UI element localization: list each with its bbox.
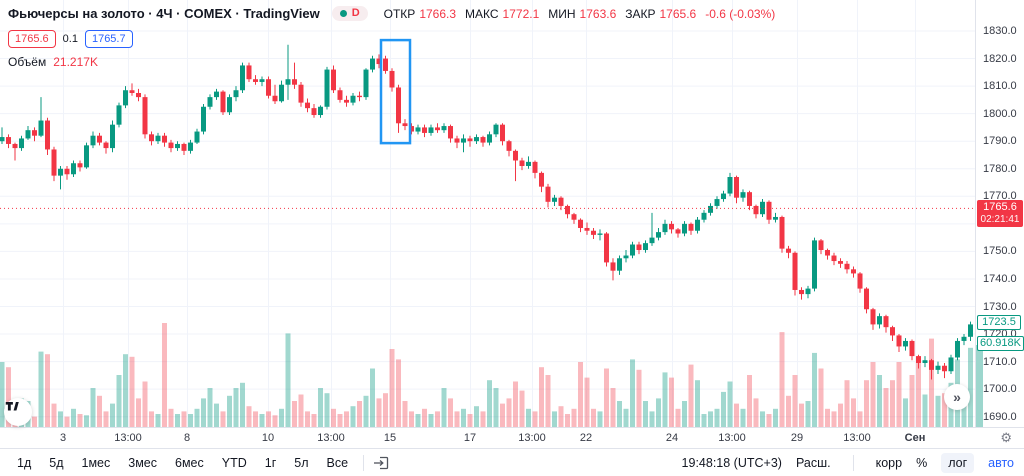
divider [363,454,365,471]
close-value: 1765.6 [659,6,697,21]
price-axis-label: 1780.0 [983,162,1017,175]
time-axis-label: 29 [790,432,804,444]
bid-price-badge[interactable]: 1765.6 [8,30,56,48]
time-axis-label: 13:00 [718,432,746,444]
range-button-5д[interactable]: 5д [49,455,64,470]
range-button-1г[interactable]: 1г [264,455,277,470]
range-button-YTD[interactable]: YTD [221,455,247,470]
time-axis-label: 13:00 [518,432,546,444]
time-axis[interactable]: 3 13:00 8 10 13:00 15 17 13:00 22 24 13:00 29 13:00 С… [0,427,1024,448]
adjust-button[interactable]: корр [875,455,903,470]
tradingview-logo[interactable] [4,398,32,426]
last-volume-bar-overlay [976,345,983,427]
extended-hours-button[interactable]: Расш. [795,455,831,470]
ohlc-values: ОТКР 1766.3 МАКС 1772.1 МИН 1763.6 ЗАКР 1765… [384,7,776,21]
gear-icon[interactable]: ⚙ [1000,430,1012,445]
data-status-badge[interactable]: D [331,6,368,21]
time-axis-label: 3 [59,432,67,444]
low-value: 1763.6 [579,6,617,21]
high-label: МАКС [465,6,499,21]
chart-header: Фьючерсы на золото · 4Ч · COMEX · Tradin… [8,4,775,69]
change-value: -0.6 (-0.03%) [705,6,776,21]
bar-close-badge: 1723.5 [977,315,1021,330]
range-button-1мес[interactable]: 1мес [81,455,111,470]
price-axis-label: 1820.0 [983,52,1017,65]
log-scale-button[interactable]: лог [941,452,975,473]
close-label: ЗАКР [625,6,656,21]
volume-value: 21.217K [53,55,98,69]
time-axis-label: 13:00 [843,432,871,444]
ask-price-badge[interactable]: 1765.7 [84,30,133,48]
bottom-toolbar: 1д 5д 1мес 3мес 6мес YTD 1г 5л Все 19:48:18 (UTC… [0,448,1024,476]
price-axis-label: 1770.0 [983,190,1017,203]
open-value: 1766.3 [419,6,457,21]
volume-axis-badge: 60.918K [977,336,1024,351]
time-axis-label: 24 [665,432,679,444]
range-button-Все[interactable]: Все [326,455,349,470]
time-axis-label: 22 [579,432,593,444]
price-axis-label: 1690.0 [983,410,1017,423]
go-to-date-button[interactable] [372,454,390,472]
time-axis-label: 13:00 [114,432,142,444]
low-label: МИН [548,6,576,21]
time-axis-label: 17 [463,432,477,444]
open-label: ОТКР [383,6,416,21]
divider [852,454,854,471]
chevrons-right-icon: » [953,389,961,405]
high-value: 1772.1 [502,6,540,21]
range-button-5л[interactable]: 5л [294,455,309,470]
range-button-6мес[interactable]: 6мес [175,455,204,470]
price-axis-label: 1790.0 [983,135,1017,148]
time-axis-label: Сен [904,432,926,444]
price-axis[interactable]: 1830.0 1820.0 1810.0 1800.0 1790.0 1780.0 1770… [975,0,1024,427]
price-axis-label: 1740.0 [983,272,1017,285]
session-clock[interactable]: 19:48:18 (UTC+3) [681,455,782,470]
go-to-date-icon [374,456,389,469]
range-button-3мес[interactable]: 3мес [128,455,157,470]
time-axis-label: 8 [183,432,191,444]
last-price-badge: 1765.6 02:21:41 [977,200,1023,227]
auto-scale-button[interactable]: авто [988,455,1014,470]
price-axis-label: 1700.0 [983,383,1017,396]
symbol-title[interactable]: Фьючерсы на золото · 4Ч · COMEX · Tradin… [8,6,320,21]
bar-countdown: 02:21:41 [980,214,1020,225]
candlestick-chart [0,0,975,427]
percent-scale-button[interactable]: % [916,455,928,470]
chart-pane[interactable]: Фьючерсы на золото · 4Ч · COMEX · Tradin… [0,0,975,427]
price-axis-label: 1800.0 [983,107,1017,120]
volume-label[interactable]: Объём [8,55,47,69]
price-axis-label: 1730.0 [983,300,1017,313]
range-button-1д[interactable]: 1д [17,455,32,470]
time-axis-label: 13:00 [317,432,345,444]
scroll-to-latest-button[interactable]: » [944,384,970,410]
delayed-data-badge: D [351,7,360,19]
time-axis-label: 10 [261,432,275,444]
date-range-group: 1д 5д 1мес 3мес 6мес YTD 1г 5л Все [10,453,355,473]
market-open-dot-icon [339,10,347,17]
price-axis-label: 1750.0 [983,245,1017,258]
last-price-value: 1765.6 [983,201,1017,213]
price-axis-label: 1710.0 [983,355,1017,368]
price-axis-label: 1810.0 [983,80,1017,93]
spread-value: 0.1 [62,33,78,45]
tv-logo-icon [5,402,19,411]
time-axis-label: 15 [383,432,397,444]
price-axis-label: 1830.0 [983,25,1017,37]
